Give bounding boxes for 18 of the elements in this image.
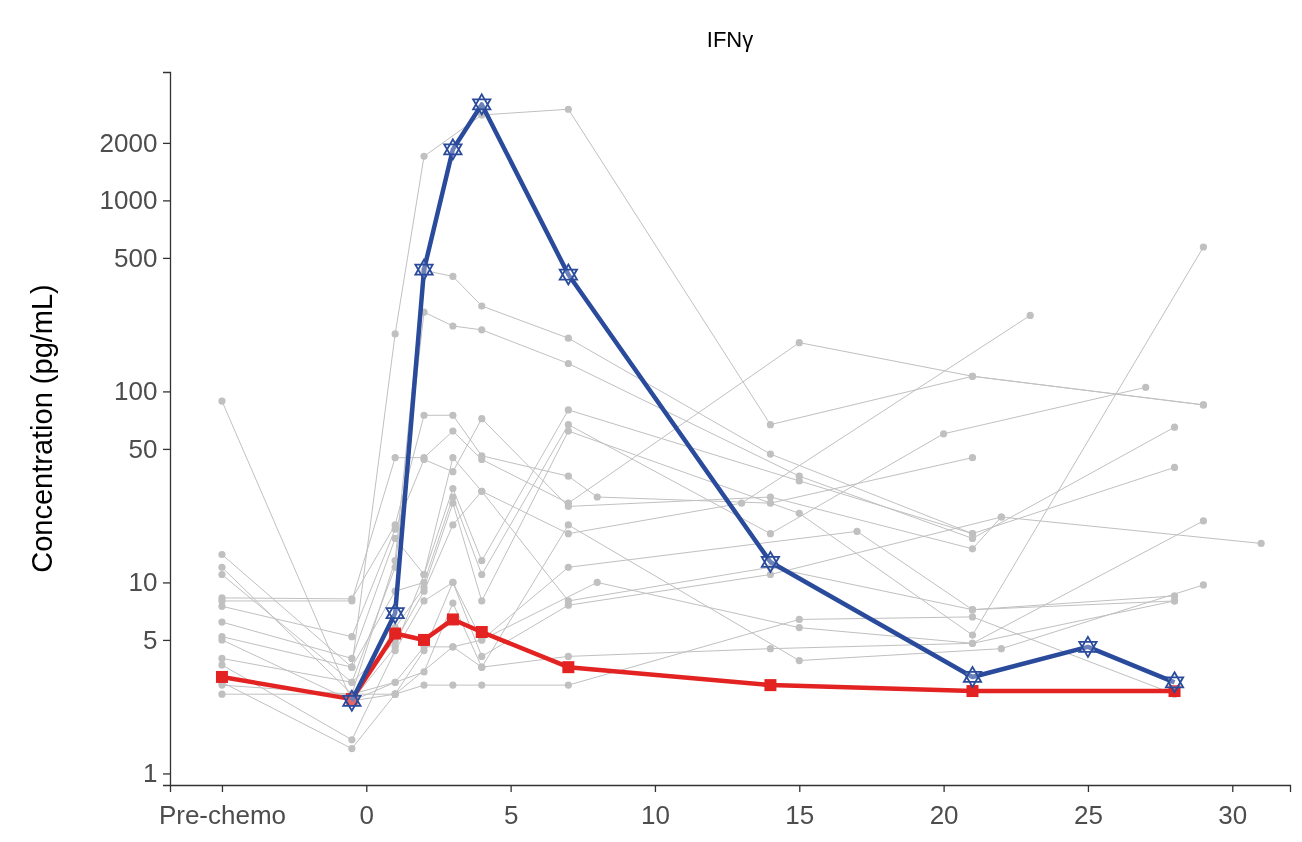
y-tick-label: 500 [114,242,158,273]
y-tick-label: 1000 [99,185,158,216]
y-tick-label: 2000 [99,127,158,158]
y-tick-label: 5 [142,624,158,655]
chart-title: IFNγ [706,27,754,52]
x-tick-label: Pre-chemo [158,799,287,830]
y-axis-title: Concentration (pg/mL) [26,284,58,573]
y-tick-label: 100 [114,376,158,407]
y-tick-label: 10 [128,567,158,598]
y-tick-label: 50 [128,433,158,464]
x-tick-label: 10 [640,799,670,830]
x-tick-label: 15 [785,799,815,830]
x-tick-label: 25 [1073,799,1103,830]
x-tick-label: 0 [359,799,375,830]
x-tick-label: 20 [929,799,959,830]
y-tick-label: 1 [142,758,158,789]
x-tick-label: 5 [503,799,519,830]
x-tick-label: 30 [1218,799,1248,830]
